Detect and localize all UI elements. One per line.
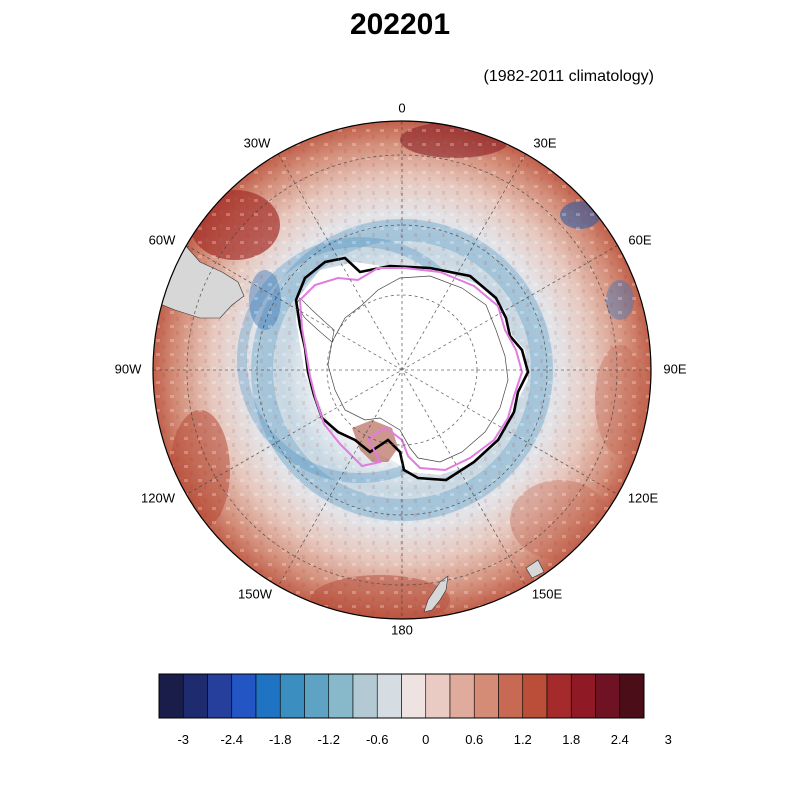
- lon-label-60e: 60E: [628, 232, 652, 248]
- colorbar-tick-label: 0: [422, 732, 430, 747]
- lon-label-60w: 60W: [148, 232, 176, 248]
- colorbar-tick-label: 3: [664, 732, 672, 747]
- colorbar-swatch: [376, 673, 402, 719]
- colorbar-tick-label: 1.8: [562, 732, 581, 747]
- new-zealand-land: [423, 575, 449, 613]
- colorbar-swatch: [158, 673, 184, 719]
- map-border: [152, 120, 652, 620]
- graticule: [153, 121, 651, 619]
- colorbar-swatch: [619, 673, 645, 719]
- lon-label-30w: 30W: [243, 135, 271, 151]
- colorbar-swatch: [546, 673, 572, 719]
- lon-label-150e: 150E: [531, 586, 563, 602]
- map-title: 202201: [349, 8, 451, 41]
- climatology-subtitle: (1982-2011 climatology): [483, 68, 654, 85]
- colorbar-tick-label: 0.6: [465, 732, 484, 747]
- colorbar-swatch: [449, 673, 475, 719]
- colorbar-tick-label: -1.8: [269, 732, 292, 747]
- lon-label-90e: 90E: [663, 361, 687, 377]
- colorbar-tick-label: -0.6: [366, 732, 389, 747]
- lon-label-150w: 150W: [238, 586, 272, 602]
- colorbar-tick-label: 2.4: [610, 732, 629, 747]
- colorbar-swatch: [473, 673, 499, 719]
- colorbar-swatch: [279, 673, 305, 719]
- lon-label-180: 180: [391, 622, 413, 638]
- colorbar-swatch: [498, 673, 524, 719]
- colorbar-swatch: [207, 673, 233, 719]
- colorbar-swatch: [231, 673, 257, 719]
- antarctica-outline: [327, 275, 509, 463]
- lon-label-120e: 120E: [627, 490, 659, 506]
- lon-label-90w: 90W: [114, 361, 142, 377]
- colorbar-swatch: [328, 673, 354, 719]
- colorbar-swatch: [425, 673, 451, 719]
- colorbar-swatch: [255, 673, 281, 719]
- colorbar-swatch: [182, 673, 208, 719]
- colorbar-tick-label: -3: [177, 732, 190, 747]
- lon-label-30e: 30E: [533, 135, 557, 151]
- colorbar-swatch: [304, 673, 330, 719]
- lon-label-0: 0: [398, 100, 406, 116]
- colorbar-swatch: [522, 673, 548, 719]
- colorbar-swatch: [352, 673, 378, 719]
- colorbar-tick-label: 1.2: [513, 732, 532, 747]
- colorbar-outline: [158, 673, 645, 719]
- lon-label-120w: 120W: [141, 490, 175, 506]
- polar-map: [152, 120, 652, 620]
- colorbar-swatch: [595, 673, 621, 719]
- colorbar-tick-label: -2.4: [220, 732, 243, 747]
- colorbar-swatch: [401, 673, 427, 719]
- current-ice-edge: [298, 267, 524, 472]
- colorbar-tick-label: -1.2: [317, 732, 340, 747]
- colorbar-swatch: [570, 673, 596, 719]
